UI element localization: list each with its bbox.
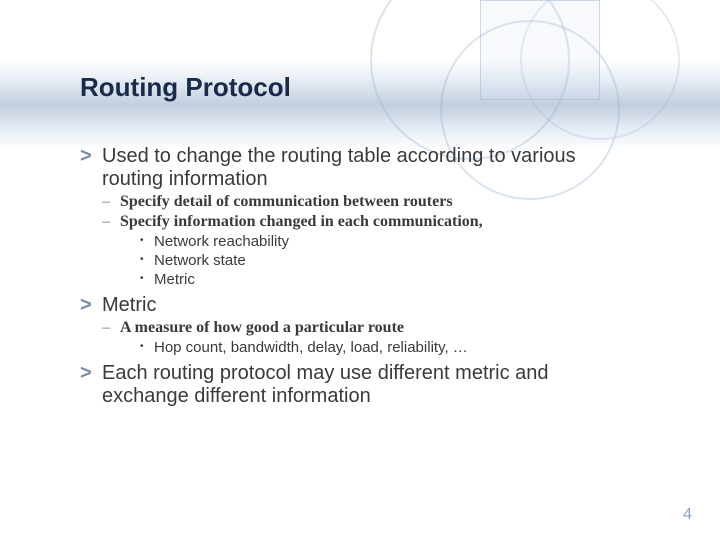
bullet-text: Used to change the routing table accordi… — [102, 145, 640, 191]
bullet-text: Specify information changed in each comm… — [120, 213, 483, 231]
dot-icon: • — [140, 233, 154, 250]
bullet-level-2: –Specify information changed in each com… — [102, 213, 640, 231]
bullet-level-2: –A measure of how good a particular rout… — [102, 319, 640, 337]
bullet-text: Metric — [154, 271, 195, 288]
dash-icon: – — [102, 193, 120, 211]
bullet-text: Metric — [102, 294, 156, 317]
dot-icon: • — [140, 339, 154, 356]
bullet-level-1: >Metric — [80, 294, 640, 317]
bullet-text: Hop count, bandwidth, delay, load, relia… — [154, 339, 468, 356]
chevron-icon: > — [80, 294, 102, 317]
bullet-level-3: •Metric — [140, 271, 640, 288]
bullet-level-2: –Specify detail of communication between… — [102, 193, 640, 211]
bullet-text: Network reachability — [154, 233, 289, 250]
dot-icon: • — [140, 252, 154, 269]
bullet-text: Specify detail of communication between … — [120, 193, 453, 211]
slide-body: Routing Protocol >Used to change the rou… — [0, 0, 720, 408]
dash-icon: – — [102, 319, 120, 337]
slide-content: >Used to change the routing table accord… — [80, 145, 640, 408]
bullet-level-3: •Hop count, bandwidth, delay, load, reli… — [140, 339, 640, 356]
chevron-icon: > — [80, 145, 102, 191]
bullet-text: A measure of how good a particular route — [120, 319, 404, 337]
slide-title: Routing Protocol — [80, 72, 640, 103]
bullet-text: Each routing protocol may use different … — [102, 362, 640, 408]
chevron-icon: > — [80, 362, 102, 408]
bullet-level-3: •Network reachability — [140, 233, 640, 250]
page-number: 4 — [683, 506, 692, 524]
bullet-level-1: >Each routing protocol may use different… — [80, 362, 640, 408]
dot-icon: • — [140, 271, 154, 288]
bullet-level-1: >Used to change the routing table accord… — [80, 145, 640, 191]
bullet-level-3: •Network state — [140, 252, 640, 269]
dash-icon: – — [102, 213, 120, 231]
bullet-text: Network state — [154, 252, 246, 269]
